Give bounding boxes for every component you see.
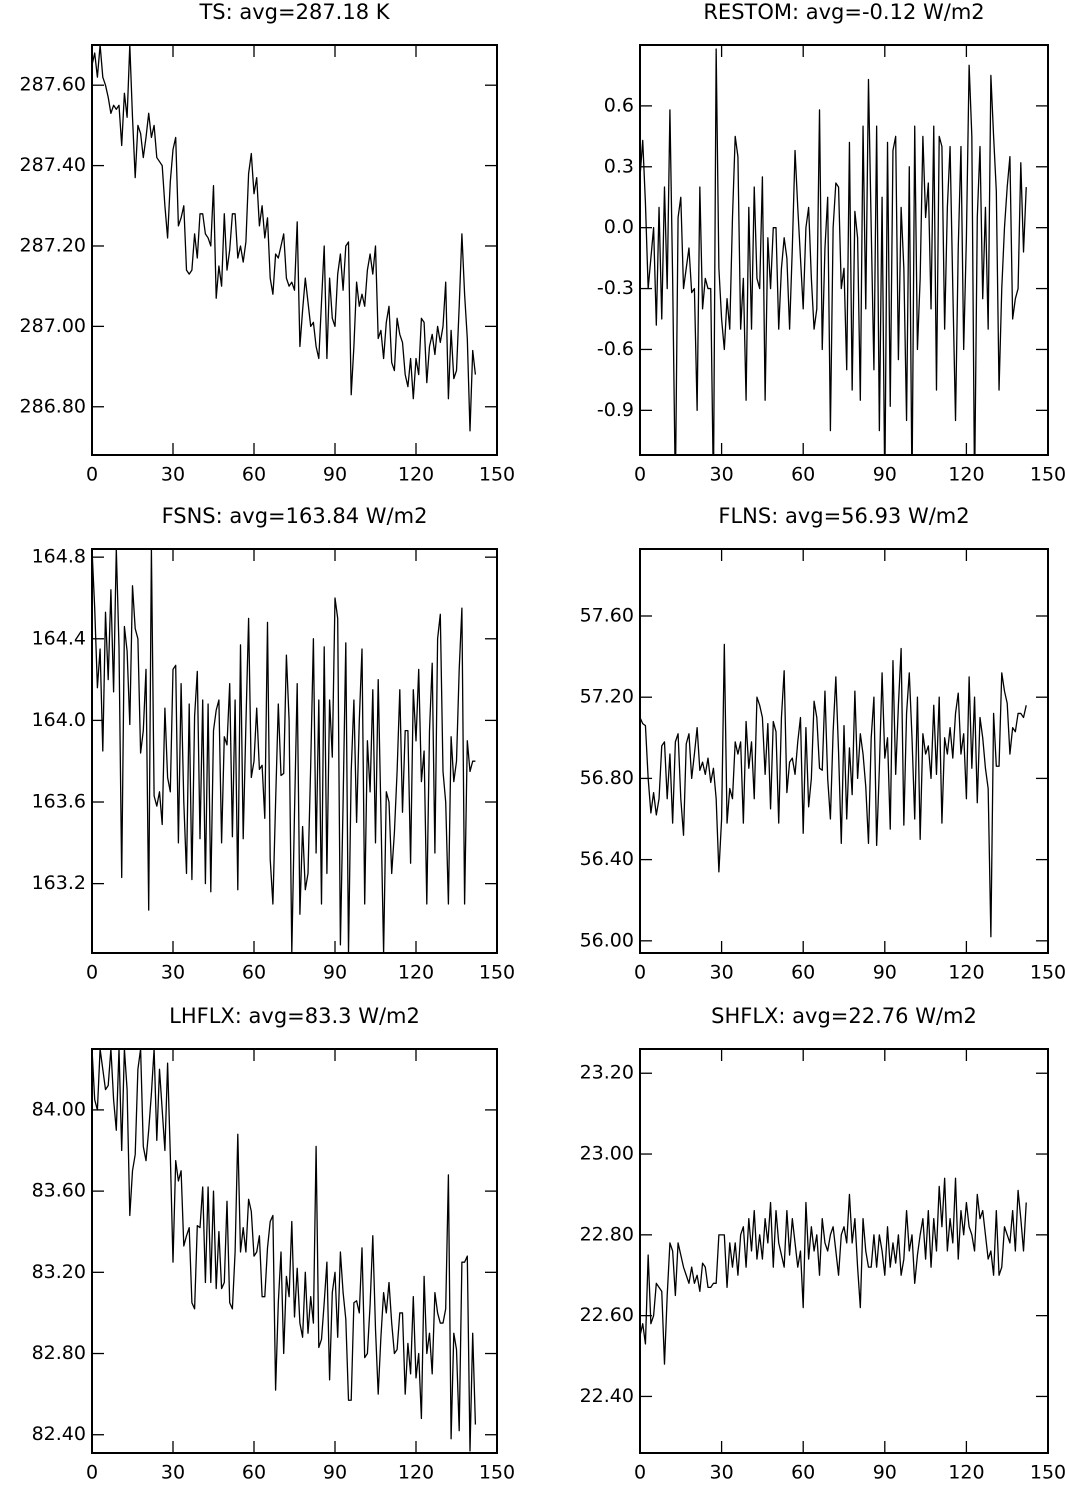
x-tick-label: 30 — [710, 464, 734, 486]
y-tick-label: 83.20 — [32, 1261, 86, 1283]
y-tick-label: 287.00 — [20, 315, 86, 337]
panel: RESTOM: avg=-0.12 W/m2 -0.9 -0.6 -0.3 0.0 0.3… — [597, 0, 1065, 486]
plot-frame — [91, 44, 498, 456]
y-tick-label: -0.6 — [597, 338, 634, 360]
panel: FSNS: avg=163.84 W/m2 163.2 163.6 164.0 164.… — [32, 504, 516, 984]
y-tick-label: 0.0 — [604, 216, 634, 238]
x-tick-label: 60 — [242, 962, 266, 984]
x-tick-label: 90 — [873, 464, 897, 486]
plot-frame — [91, 1048, 498, 1454]
data-line — [92, 45, 477, 432]
y-tick-label: 57.20 — [580, 686, 634, 708]
data-line — [92, 549, 476, 953]
data-line — [92, 1049, 477, 1452]
x-tick-label: 30 — [161, 962, 185, 984]
x-tick-label: 60 — [242, 1462, 266, 1484]
y-tick-label: 82.40 — [32, 1423, 86, 1445]
x-tick-label: 120 — [398, 464, 434, 486]
x-tick-label: 60 — [242, 464, 266, 486]
data-line — [640, 1177, 1027, 1365]
y-tick-label: 82.80 — [32, 1342, 86, 1364]
x-tick-label: 30 — [710, 1462, 734, 1484]
y-tick-label: 287.60 — [20, 74, 86, 96]
y-tick-label: 23.20 — [580, 1062, 634, 1084]
panel-title: FSNS: avg=163.84 W/m2 — [162, 504, 428, 528]
y-tick-label: 0.3 — [604, 155, 634, 177]
x-tick-label: 90 — [873, 962, 897, 984]
x-tick-label: 120 — [398, 1462, 434, 1484]
y-tick-label: 164.4 — [32, 627, 86, 649]
x-tick-label: 90 — [323, 464, 347, 486]
x-tick-label: 120 — [948, 962, 984, 984]
x-tick-label: 150 — [479, 1462, 515, 1484]
y-tick-label: 287.20 — [20, 234, 86, 256]
x-tick-label: 90 — [323, 1462, 347, 1484]
panel: TS: avg=287.18 K 286.80 287.00 287.20 287.40… — [20, 0, 516, 486]
panel-title: TS: avg=287.18 K — [198, 0, 390, 24]
x-tick-label: 150 — [1030, 962, 1065, 984]
y-tick-label: 57.60 — [580, 604, 634, 626]
x-tick-label: 0 — [634, 464, 646, 486]
y-tick-label: 56.00 — [580, 929, 634, 951]
x-tick-label: 120 — [948, 464, 984, 486]
y-tick-label: 56.80 — [580, 767, 634, 789]
y-tick-label: 56.40 — [580, 848, 634, 870]
y-tick-label: -0.3 — [597, 277, 634, 299]
x-tick-label: 120 — [948, 1462, 984, 1484]
x-tick-label: 150 — [479, 464, 515, 486]
x-tick-label: 90 — [323, 962, 347, 984]
plot-frame — [91, 548, 498, 954]
panel-title: FLNS: avg=56.93 W/m2 — [718, 504, 969, 528]
x-tick-label: 150 — [1030, 1462, 1065, 1484]
y-tick-label: 163.6 — [32, 791, 86, 813]
data-line — [640, 48, 1027, 455]
y-tick-label: 163.2 — [32, 872, 86, 894]
x-tick-label: 0 — [634, 1462, 646, 1484]
x-tick-label: 0 — [634, 962, 646, 984]
y-tick-label: 0.6 — [604, 94, 634, 116]
panel: SHFLX: avg=22.76 W/m2 22.40 22.60 22.80 23.0… — [580, 1004, 1065, 1484]
x-tick-label: 60 — [791, 464, 815, 486]
y-tick-label: 22.80 — [580, 1223, 634, 1245]
data-line — [640, 643, 1027, 938]
panel-title: LHFLX: avg=83.3 W/m2 — [169, 1004, 420, 1028]
x-tick-label: 120 — [398, 962, 434, 984]
panel: LHFLX: avg=83.3 W/m2 82.40 82.80 83.20 83.60… — [32, 1004, 516, 1484]
panel-title: SHFLX: avg=22.76 W/m2 — [711, 1004, 977, 1028]
y-tick-label: 22.60 — [580, 1304, 634, 1326]
plot-frame — [639, 548, 1049, 954]
x-tick-label: 60 — [791, 1462, 815, 1484]
x-tick-label: 0 — [86, 962, 98, 984]
x-tick-label: 150 — [1030, 464, 1065, 486]
y-tick-label: 164.8 — [32, 546, 86, 568]
x-tick-label: 150 — [479, 962, 515, 984]
x-tick-label: 30 — [161, 1462, 185, 1484]
plot-frame — [639, 44, 1049, 456]
panel: FLNS: avg=56.93 W/m2 56.00 56.40 56.80 57.20… — [580, 504, 1065, 984]
x-tick-label: 0 — [86, 1462, 98, 1484]
y-tick-label: 83.60 — [32, 1180, 86, 1202]
y-tick-label: -0.9 — [597, 399, 634, 421]
panel-title: RESTOM: avg=-0.12 W/m2 — [703, 0, 984, 24]
x-tick-label: 90 — [873, 1462, 897, 1484]
y-tick-label: 286.80 — [20, 395, 86, 417]
y-tick-label: 84.00 — [32, 1098, 86, 1120]
y-tick-label: 287.40 — [20, 154, 86, 176]
x-tick-label: 0 — [86, 464, 98, 486]
y-tick-label: 22.40 — [580, 1385, 634, 1407]
y-tick-label: 164.0 — [32, 709, 86, 731]
plot-frame — [639, 1048, 1049, 1454]
x-tick-label: 30 — [710, 962, 734, 984]
y-tick-label: 23.00 — [580, 1143, 634, 1165]
x-tick-label: 60 — [791, 962, 815, 984]
x-tick-label: 30 — [161, 464, 185, 486]
